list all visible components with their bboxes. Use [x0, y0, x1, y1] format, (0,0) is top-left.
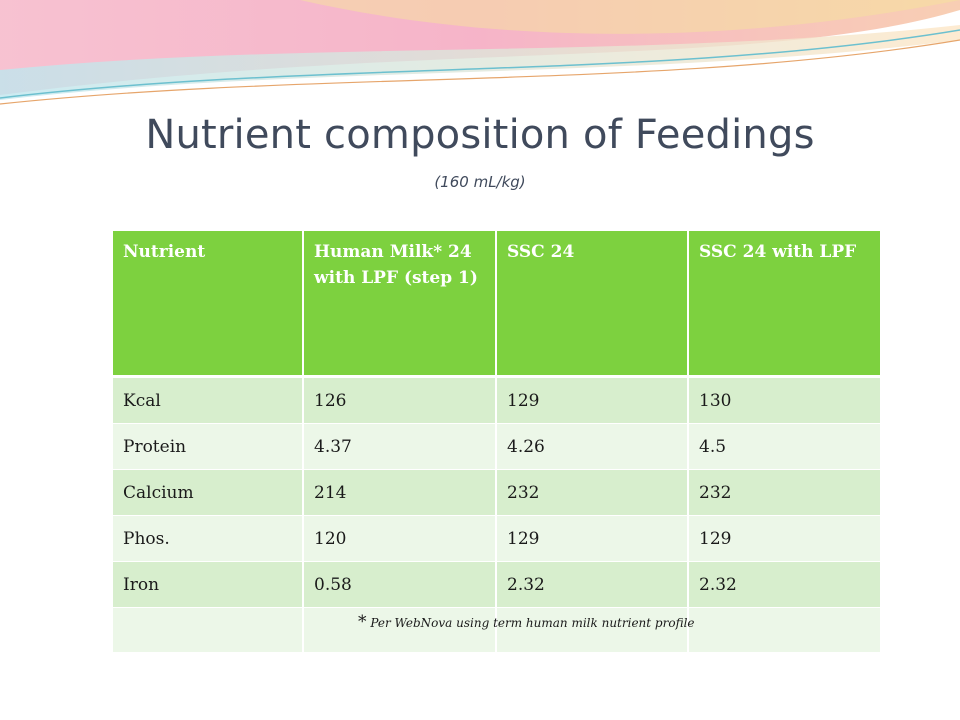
table-cell: 120 — [303, 515, 497, 562]
table-cell: 129 — [688, 515, 880, 562]
table-cell — [496, 607, 689, 653]
slide-title: Nutrient composition of Feedings — [145, 112, 815, 158]
table-cell: Calcium — [113, 469, 304, 516]
table-cell: 130 — [688, 376, 880, 424]
table-row: Iron 0.58 2.32 2.32 — [113, 561, 880, 608]
table-cell: 4.26 — [496, 423, 689, 470]
slide-subtitle: (160 mL/kg) — [434, 173, 526, 191]
table-cell: 4.37 — [303, 423, 497, 470]
table-cell — [303, 607, 497, 653]
table-cell: Phos. — [113, 515, 304, 562]
table-row: Calcium 214 232 232 — [113, 469, 880, 516]
column-header-human-milk: Human Milk* 24 with LPF (step 1) — [303, 231, 497, 378]
table-cell: 4.5 — [688, 423, 880, 470]
column-header-nutrient: Nutrient — [113, 231, 304, 378]
table-cell: Iron — [113, 561, 304, 608]
table-cell: 232 — [496, 469, 689, 516]
table-cell — [688, 607, 880, 653]
nutrient-table: Nutrient Human Milk* 24 with LPF (step 1… — [113, 231, 880, 653]
table-cell: 0.58 — [303, 561, 497, 608]
decorative-swoosh-banner — [0, 0, 960, 105]
table-header-row: Nutrient Human Milk* 24 with LPF (step 1… — [113, 231, 880, 378]
table-cell: 126 — [303, 376, 497, 424]
table-footnote-row — [113, 607, 880, 653]
table-cell — [113, 607, 304, 653]
column-header-ssc-24-lpf: SSC 24 with LPF — [688, 231, 880, 378]
table-cell: 2.32 — [496, 561, 689, 608]
footnote-asterisk: * — [358, 612, 367, 632]
table-cell: 129 — [496, 515, 689, 562]
footnote-text: Per WebNova using term human milk nutrie… — [370, 616, 695, 630]
table-cell: Kcal — [113, 376, 304, 424]
table-cell: 129 — [496, 376, 689, 424]
table-cell: 232 — [688, 469, 880, 516]
table-row: Protein 4.37 4.26 4.5 — [113, 423, 880, 470]
table-cell: Protein — [113, 423, 304, 470]
table-cell: 2.32 — [688, 561, 880, 608]
table-footnote: * Per WebNova using term human milk nutr… — [358, 612, 758, 632]
table-row: Kcal 126 129 130 — [113, 376, 880, 424]
table-cell: 214 — [303, 469, 497, 516]
table-row: Phos. 120 129 129 — [113, 515, 880, 562]
column-header-ssc-24: SSC 24 — [496, 231, 689, 378]
